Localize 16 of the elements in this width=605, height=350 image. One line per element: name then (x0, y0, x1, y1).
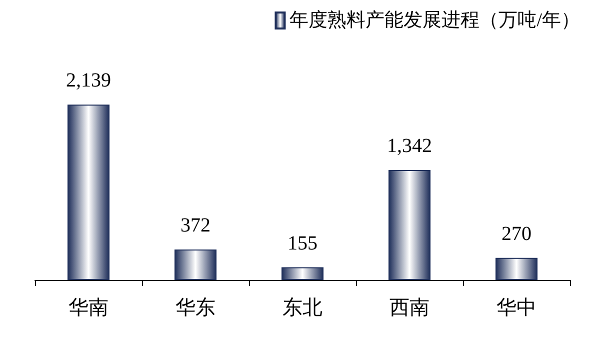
bar (68, 104, 110, 280)
data-label: 2,139 (66, 70, 111, 92)
data-label: 155 (288, 232, 318, 254)
x-tick-label: 华中 (496, 297, 536, 319)
x-tick-label: 华东 (176, 297, 216, 319)
data-label: 270 (502, 222, 532, 245)
bar (174, 249, 216, 280)
data-label: 372 (180, 214, 210, 236)
bar (282, 267, 324, 280)
x-tick-label: 东北 (282, 297, 322, 319)
bar (496, 258, 538, 280)
bar (388, 170, 430, 280)
data-label: 1,342 (387, 134, 432, 157)
x-tick-label: 西南 (390, 297, 430, 319)
x-tick-label: 华南 (68, 297, 108, 319)
legend-label: 年度熟料产能发展进程（万吨/年） (290, 9, 580, 31)
